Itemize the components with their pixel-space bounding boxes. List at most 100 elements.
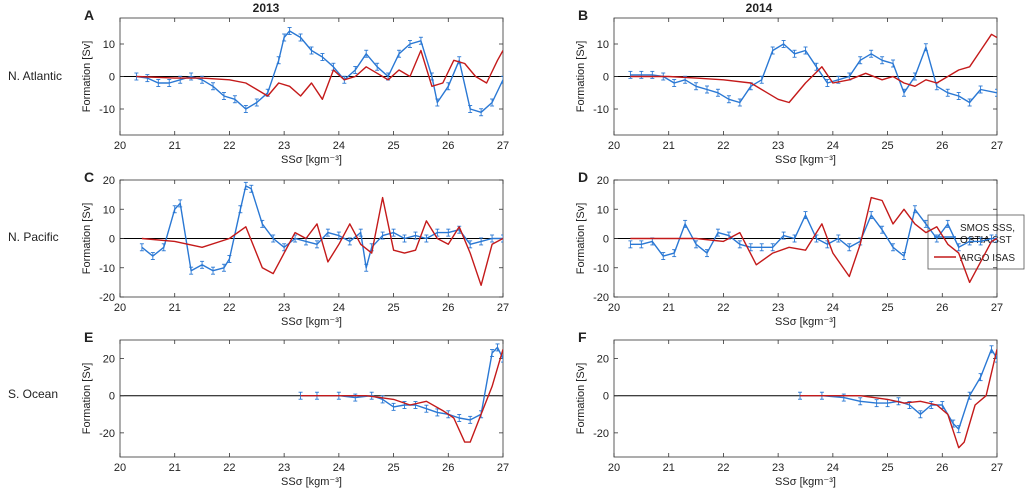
panel-letter-a: A: [84, 7, 94, 23]
x-tick-label-f-25: 25: [881, 462, 893, 474]
panel-letter-f: F: [578, 329, 587, 345]
x-tick-label-e-25: 25: [387, 462, 399, 474]
y-axis-label-f: Formation [Sv]: [575, 363, 587, 435]
year-label-2014: 2014: [746, 1, 773, 15]
series-smos-e: [298, 343, 503, 424]
x-tick-label-b-24: 24: [827, 140, 839, 152]
region-label-n-pacific: N. Pacific: [8, 230, 59, 244]
y-tick-label-c-20: 20: [103, 175, 115, 187]
series-smos-b: [628, 40, 997, 107]
x-tick-label-a-24: 24: [333, 140, 345, 152]
x-tick-label-e-20: 20: [114, 462, 126, 474]
y-tick-label-d-0: 0: [603, 234, 609, 246]
y-tick-label-f-20: 20: [597, 354, 609, 366]
y-tick-label-d-20: 20: [597, 175, 609, 187]
axes-box-e: [119, 339, 504, 458]
series-smos-a: [134, 27, 503, 117]
panel-letter-c: C: [84, 169, 94, 185]
x-tick-label-b-22: 22: [717, 140, 729, 152]
series-smos-f: [798, 345, 997, 434]
y-tick-label-b-10: 10: [597, 39, 609, 51]
series-line-argo-e: [300, 349, 503, 443]
x-tick-label-f-24: 24: [827, 462, 839, 474]
y-axis-label-d: Formation [Sv]: [575, 203, 587, 275]
x-tick-label-c-27: 27: [497, 302, 509, 314]
x-tick-label-c-23: 23: [278, 302, 290, 314]
x-tick-label-d-27: 27: [991, 302, 1003, 314]
x-tick-label-f-26: 26: [936, 462, 948, 474]
x-tick-label-c-20: 20: [114, 302, 126, 314]
region-label-n-atlantic: N. Atlantic: [8, 69, 62, 83]
y-tick-label-b--10: -10: [593, 104, 609, 116]
region-label-s-ocean: S. Ocean: [8, 387, 58, 401]
x-tick-label-c-25: 25: [387, 302, 399, 314]
series-line-argo-b: [630, 33, 997, 104]
x-axis-label-f: SSσ [kgm⁻³]: [775, 476, 836, 488]
y-tick-label-a-0: 0: [109, 72, 115, 84]
panel-f: F 20 21 22 23 24 25 26 27 -20 0 20 SSσ [kgm⁻³] Format…: [575, 329, 1003, 488]
series-argo-d: [630, 196, 997, 284]
series-line-smos-c: [141, 185, 503, 272]
panel-letter-d: D: [578, 169, 588, 185]
x-tick-label-f-23: 23: [772, 462, 784, 474]
x-tick-label-a-20: 20: [114, 140, 126, 152]
series-argo-b: [630, 33, 997, 104]
x-tick-label-d-26: 26: [936, 302, 948, 314]
panel-d: D 20 21 22 23 24 25 26 27 -20 -10 0 10 20 SSσ [kgm⁻³] F…: [575, 169, 1003, 328]
year-label-2013: 2013: [253, 1, 280, 15]
y-tick-label-e--20: -20: [99, 428, 115, 440]
y-axis-label-e: Formation [Sv]: [81, 363, 93, 435]
x-tick-label-d-20: 20: [608, 302, 620, 314]
x-tick-label-f-27: 27: [991, 462, 1003, 474]
y-tick-label-c-10: 10: [103, 204, 115, 216]
series-line-smos-a: [136, 30, 503, 114]
panel-a: A 20 21 22 23 24 25 26 27 -10 0 10 SSσ [kgm⁻³] Format…: [81, 7, 509, 166]
y-axis-label-b: Formation [Sv]: [575, 41, 587, 113]
x-tick-label-c-24: 24: [333, 302, 345, 314]
x-tick-label-f-20: 20: [608, 462, 620, 474]
series-argo-f: [800, 349, 997, 449]
y-tick-label-f-0: 0: [603, 391, 609, 403]
x-axis-label-c: SSσ [kgm⁻³]: [281, 316, 342, 328]
x-tick-label-e-22: 22: [223, 462, 235, 474]
x-tick-label-b-23: 23: [772, 140, 784, 152]
x-tick-label-d-24: 24: [827, 302, 839, 314]
series-line-argo-d: [630, 196, 997, 284]
axes-box-f: [613, 339, 998, 458]
series-line-argo-c: [141, 196, 503, 286]
series-line-smos-f: [800, 348, 997, 430]
x-tick-label-c-26: 26: [442, 302, 454, 314]
y-tick-label-d--20: -20: [593, 292, 609, 304]
panel-e: E 20 21 22 23 24 25 26 27 -20 0 20 SSσ [kgm⁻³] Format…: [81, 329, 509, 488]
series-smos-c: [139, 181, 503, 275]
y-tick-label-a-10: 10: [103, 39, 115, 51]
y-tick-label-e-20: 20: [103, 354, 115, 366]
y-tick-label-c--10: -10: [99, 263, 115, 275]
x-tick-label-e-23: 23: [278, 462, 290, 474]
y-tick-label-b-0: 0: [603, 72, 609, 84]
panel-c: C 20 21 22 23 24 25 26 27 -20 -10 0 10 20 SSσ [kgm⁻³] F…: [81, 169, 509, 328]
x-tick-label-a-21: 21: [169, 140, 181, 152]
x-tick-label-d-23: 23: [772, 302, 784, 314]
series-line-smos-e: [300, 346, 503, 421]
x-tick-label-a-25: 25: [387, 140, 399, 152]
legend-argo-label: ARGO ISAS: [960, 253, 1015, 264]
series-line-smos-b: [630, 43, 997, 104]
x-tick-label-a-23: 23: [278, 140, 290, 152]
y-tick-label-f--20: -20: [593, 428, 609, 440]
panels: A 20 21 22 23 24 25 26 27 -10 0 10 SSσ [kgm⁻³] Format…: [81, 7, 1003, 488]
x-tick-label-b-20: 20: [608, 140, 620, 152]
x-tick-label-d-21: 21: [663, 302, 675, 314]
x-tick-label-f-21: 21: [663, 462, 675, 474]
y-axis-label-c: Formation [Sv]: [81, 203, 93, 275]
y-tick-label-d-10: 10: [597, 204, 609, 216]
panel-letter-b: B: [578, 7, 588, 23]
x-axis-label-a: SSσ [kgm⁻³]: [281, 154, 342, 166]
x-tick-label-c-22: 22: [223, 302, 235, 314]
x-tick-label-b-27: 27: [991, 140, 1003, 152]
x-tick-label-d-25: 25: [881, 302, 893, 314]
panel-letter-e: E: [84, 329, 93, 345]
panel-b: B 20 21 22 23 24 25 26 27 -10 0 10 SSσ [kgm⁻³] Format…: [575, 7, 1003, 166]
y-tick-label-d--10: -10: [593, 263, 609, 275]
